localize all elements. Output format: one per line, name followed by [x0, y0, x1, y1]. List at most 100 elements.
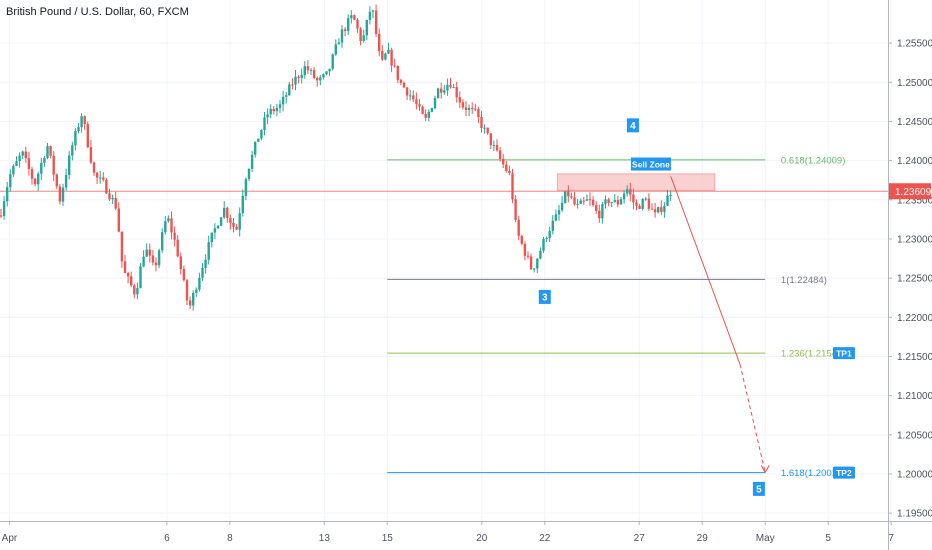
candle-body [452, 87, 455, 89]
projection-arrowhead [760, 465, 770, 474]
candle-body [49, 146, 52, 156]
candle-body [303, 66, 306, 75]
candle-body [285, 95, 288, 97]
candle-body [644, 198, 647, 200]
candle-body [198, 277, 201, 290]
candle-body [545, 237, 548, 239]
candle-body [446, 84, 449, 91]
wave-label-box [538, 289, 551, 304]
candle-body [418, 104, 421, 107]
candle-body [440, 88, 443, 93]
candle-body [539, 250, 542, 259]
candle-body [489, 133, 492, 146]
candle-body [9, 174, 12, 188]
candle-body [12, 165, 15, 175]
candle-body [223, 207, 226, 218]
y-tick-label: 1.23000 [897, 234, 932, 245]
x-tick-label: 7 [888, 533, 894, 544]
candle-body [15, 161, 18, 166]
candle-body [322, 74, 325, 78]
candle-body [495, 145, 499, 151]
candle-body [148, 249, 151, 256]
candle-body [176, 239, 179, 257]
target-tag-box [832, 466, 855, 479]
sell-zone-label: Sell Zone [632, 160, 670, 170]
candle-body [371, 10, 375, 12]
candle-body [142, 256, 145, 267]
candle-body [570, 196, 573, 198]
candle-body [204, 259, 207, 268]
candle-body [415, 99, 418, 105]
target-tag-label: TP2 [836, 468, 852, 478]
candle-body [275, 107, 279, 112]
candle-body [309, 69, 313, 71]
candle-body [269, 108, 272, 115]
candle-body [387, 49, 390, 54]
candle-body [591, 199, 595, 206]
y-tick-label: 1.19500 [897, 509, 932, 520]
candle-body [560, 202, 564, 211]
wave-label: 5 [756, 484, 762, 495]
y-tick-label: 1.24500 [897, 117, 932, 128]
candle-body [610, 202, 613, 204]
fib-level-label: 1(1.22484) [781, 275, 827, 286]
candle-body [650, 208, 654, 210]
x-tick-label: 27 [634, 533, 646, 544]
candle-body [443, 90, 446, 93]
candle-body [356, 19, 359, 29]
candle-body [347, 18, 350, 31]
candle-body [359, 28, 362, 41]
candle-body [461, 102, 465, 108]
candle-body [145, 249, 148, 257]
candle-body [61, 187, 65, 202]
x-tick-label: 8 [227, 533, 233, 544]
y-tick-label: 1.22000 [897, 313, 932, 324]
candle-body [74, 130, 77, 146]
candle-body [480, 117, 483, 128]
candle-body [92, 162, 96, 173]
candle-body [229, 218, 232, 223]
candle-body [167, 218, 170, 222]
candle-body [130, 276, 133, 286]
candle-body [226, 207, 229, 219]
candle-body [622, 193, 626, 200]
candle-body [288, 84, 291, 96]
target-tag-box [832, 347, 855, 360]
candle-body [424, 113, 427, 118]
candle-body [247, 168, 251, 179]
candle-body [80, 116, 83, 128]
candle-body [368, 11, 372, 20]
wave-label-box [626, 118, 639, 133]
candle-body [362, 35, 365, 41]
candle-body [272, 108, 275, 112]
y-tick-label: 1.22500 [897, 274, 932, 285]
candle-body [601, 204, 604, 219]
candle-body [328, 68, 331, 72]
candle-body [390, 49, 393, 66]
candle-body [161, 232, 164, 251]
candle-body [564, 191, 567, 203]
candle-body [257, 138, 260, 142]
candle-body [157, 250, 161, 266]
candle-body [471, 107, 474, 109]
candle-body [409, 95, 412, 97]
candle-body [412, 95, 415, 100]
candle-body [520, 235, 523, 244]
candle-body [114, 198, 117, 209]
candle-body [207, 242, 210, 260]
candle-body [378, 33, 381, 52]
candle-body [455, 87, 458, 98]
chart-title: British Pound / U.S. Dollar, 60, FXCM [6, 6, 189, 18]
candle-body [6, 187, 9, 202]
candlestick-series [0, 4, 672, 311]
candle-body [216, 225, 220, 229]
candle-body [536, 258, 539, 269]
candle-body [55, 174, 58, 187]
candle-body [117, 208, 120, 232]
y-tick-label: 1.20000 [897, 469, 932, 480]
candle-body [393, 65, 396, 67]
candle-body [241, 195, 244, 214]
candle-body [254, 141, 257, 155]
